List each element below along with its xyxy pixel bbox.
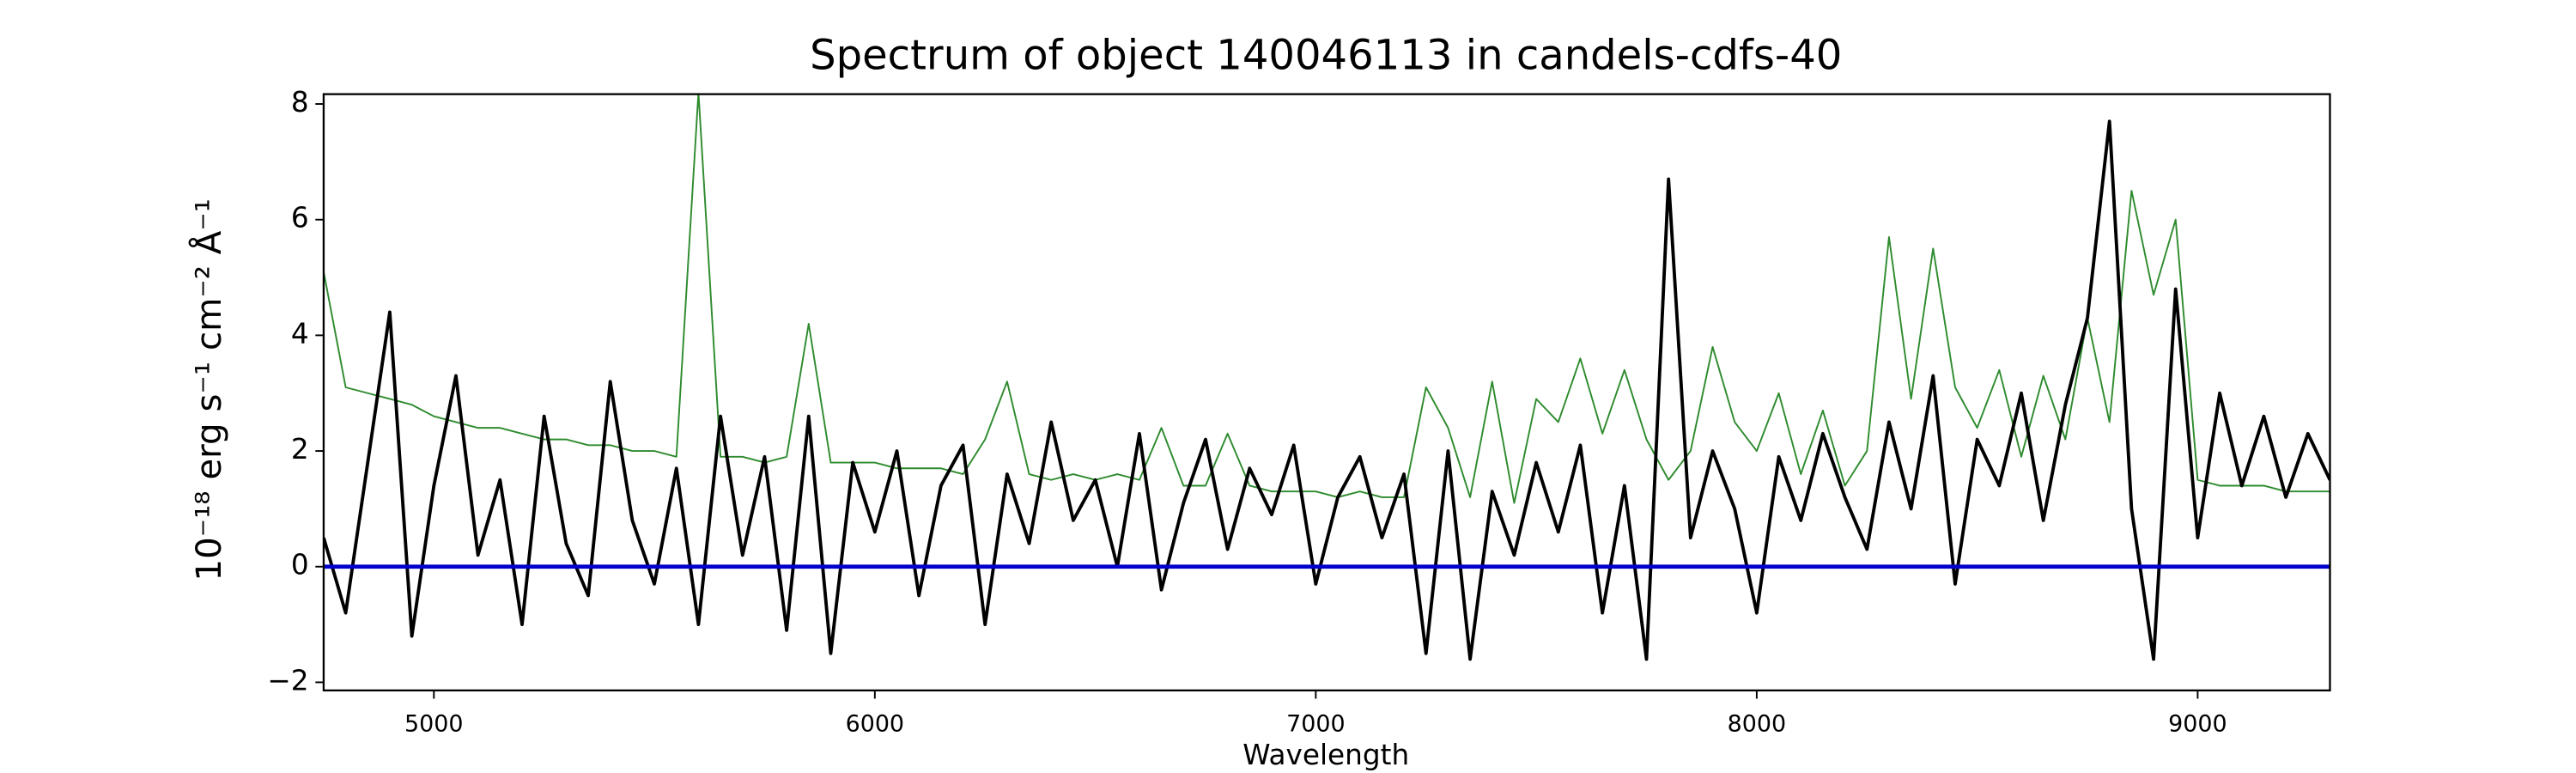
chart-title: Spectrum of object 140046113 in candels-…: [810, 31, 1842, 79]
x-tick-label: 8000: [1728, 711, 1786, 738]
y-tick-label: 4: [291, 317, 309, 350]
x-tick-label: 6000: [846, 711, 904, 738]
x-axis-label: Wavelength: [1242, 739, 1409, 771]
y-tick-label: 2: [291, 433, 309, 466]
y-tick-label: 6: [291, 202, 309, 234]
x-tick-label: 9000: [2168, 711, 2227, 738]
y-tick-label: 0: [291, 549, 309, 581]
spectrum-line: [323, 94, 2330, 504]
y-tick-label: −2: [267, 664, 308, 697]
y-axis-label: 10⁻¹⁸ erg s⁻¹ cm⁻² Å⁻¹: [188, 198, 229, 581]
x-tick-label: 7000: [1286, 711, 1345, 738]
y-tick-label: 8: [291, 86, 309, 119]
plot-area: [323, 94, 2330, 661]
axes-frame: [322, 93, 2331, 691]
x-tick-label: 5000: [404, 711, 463, 738]
